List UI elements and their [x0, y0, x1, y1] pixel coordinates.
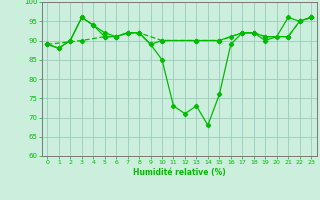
X-axis label: Humidité relative (%): Humidité relative (%): [133, 168, 226, 177]
